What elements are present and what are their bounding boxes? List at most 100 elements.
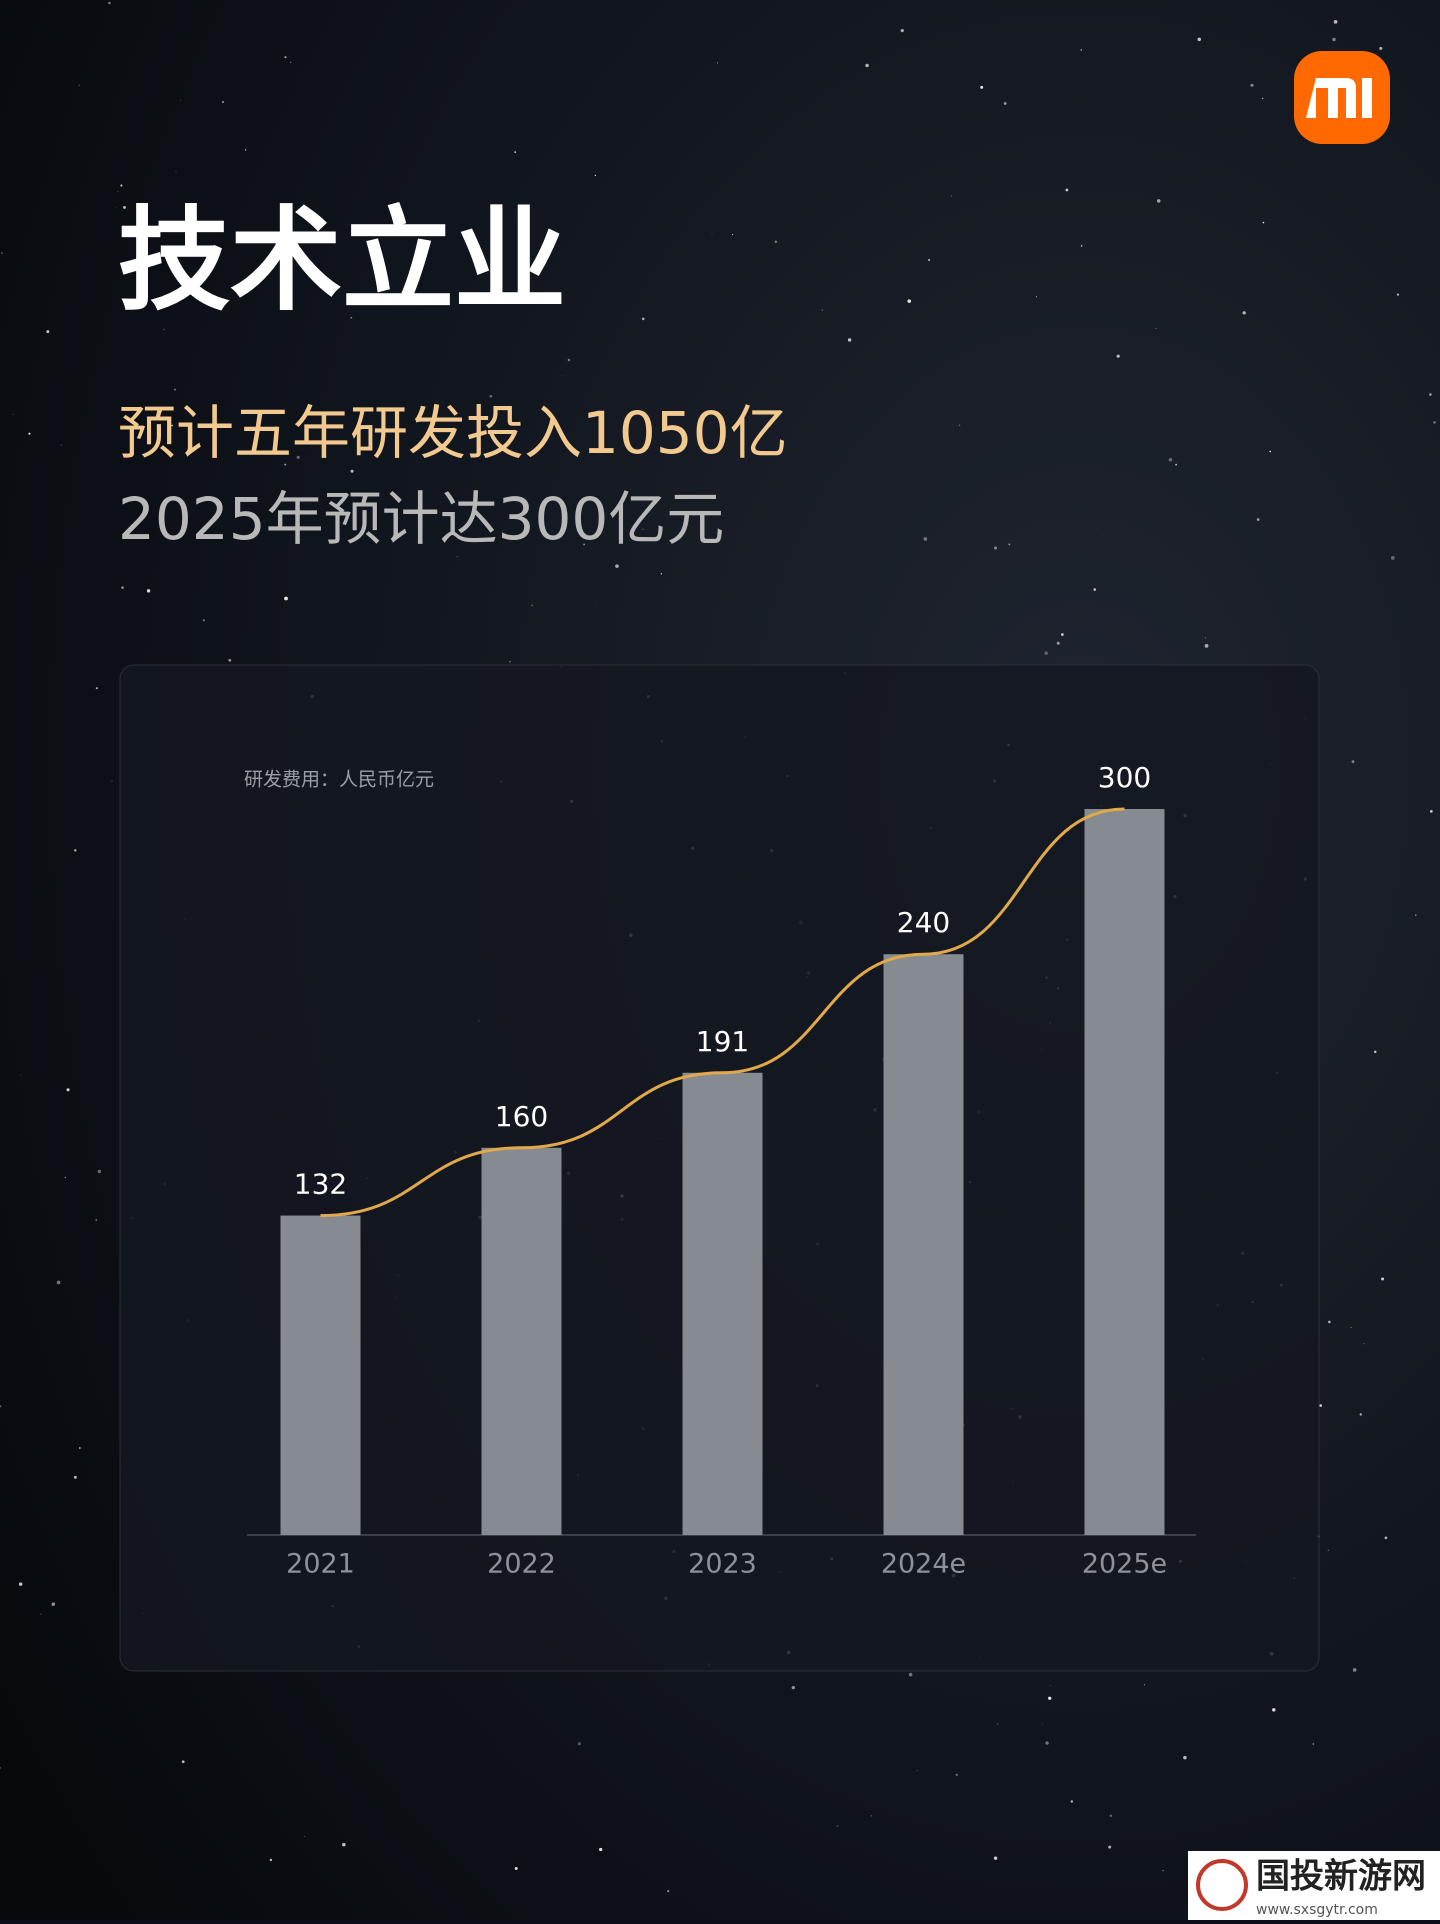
star [916, 1770, 918, 1771]
star [1429, 810, 1433, 813]
star [171, 424, 174, 427]
star [46, 330, 50, 334]
star [78, 84, 80, 86]
star [78, 1447, 81, 1449]
x-tick-label: 2024e [881, 1549, 966, 1580]
star [74, 849, 77, 852]
star [1433, 421, 1436, 424]
star [1060, 633, 1064, 636]
star [958, 424, 961, 426]
star [1319, 1404, 1323, 1407]
star [583, 543, 585, 546]
x-tick-label: 2023 [688, 1549, 757, 1580]
star [175, 170, 177, 172]
star [1374, 1050, 1377, 1054]
star [173, 388, 176, 391]
star [1156, 199, 1161, 203]
star [1116, 354, 1120, 358]
star [1390, 556, 1395, 560]
star [980, 85, 984, 89]
star [642, 528, 644, 530]
star [836, 1825, 839, 1827]
star [95, 687, 98, 690]
star [290, 61, 292, 63]
star [1056, 641, 1060, 645]
star [641, 317, 645, 321]
bar [481, 1147, 562, 1535]
plot: 2021 132 2022 160 2023 191 2024e 240 2025e 300 [280, 761, 1167, 1580]
star [1042, 1724, 1043, 1725]
subtitle: 预计五年研发投入1050亿 [118, 399, 788, 467]
star [1168, 458, 1173, 462]
star [1044, 651, 1048, 655]
star [908, 1672, 913, 1677]
star [1008, 543, 1011, 546]
bar [883, 954, 964, 1535]
star [66, 1088, 70, 1092]
star [923, 537, 928, 541]
star [774, 240, 778, 244]
star [60, 444, 62, 446]
star [1352, 1668, 1357, 1672]
star [284, 463, 287, 466]
star [1328, 1320, 1331, 1324]
value-label: 160 [495, 1100, 548, 1133]
star [121, 586, 124, 589]
star [1080, 245, 1083, 247]
star [194, 223, 196, 226]
star [1363, 1343, 1365, 1345]
star [1312, 1743, 1315, 1745]
star [181, 1760, 185, 1764]
star [1327, 1549, 1329, 1551]
star [489, 394, 493, 398]
star [342, 1842, 346, 1847]
star [997, 1723, 999, 1725]
star [1429, 393, 1432, 396]
star [1049, 1685, 1051, 1686]
star [1108, 1845, 1112, 1849]
star [284, 56, 287, 59]
star [1093, 588, 1097, 591]
star [73, 1475, 77, 1479]
watermark-name: 国投新游网 [1256, 1857, 1426, 1897]
star [303, 1835, 305, 1837]
star [51, 1602, 55, 1606]
star [993, 1856, 998, 1860]
star [1003, 102, 1007, 105]
star [202, 619, 205, 622]
star [1070, 1800, 1074, 1803]
star [1262, 221, 1265, 224]
star [531, 604, 534, 607]
star [163, 328, 165, 330]
value-label: 191 [696, 1025, 749, 1058]
star [1332, 37, 1336, 42]
bar [1084, 809, 1165, 1535]
star [284, 596, 288, 601]
star [660, 573, 662, 575]
star [117, 191, 119, 192]
value-label: 132 [294, 1168, 347, 1201]
star [64, 1176, 66, 1179]
star [456, 556, 458, 558]
star [615, 564, 619, 568]
star [95, 1218, 98, 1221]
star [1048, 1696, 1052, 1700]
star [594, 174, 597, 177]
star [870, 1815, 872, 1817]
star [1143, 1684, 1145, 1686]
star [731, 233, 734, 236]
star [1272, 1708, 1276, 1712]
star [1350, 1326, 1352, 1328]
star [595, 603, 596, 605]
star [40, 1613, 42, 1615]
watermark-url: www.sxsgytr.com [1256, 1902, 1378, 1918]
star [1250, 83, 1254, 87]
star [1204, 644, 1209, 648]
star [865, 63, 869, 68]
star [1183, 1755, 1187, 1760]
star [1242, 311, 1246, 315]
x-tick-label: 2025e [1082, 1549, 1167, 1580]
x-tick-label: 2022 [487, 1549, 556, 1580]
